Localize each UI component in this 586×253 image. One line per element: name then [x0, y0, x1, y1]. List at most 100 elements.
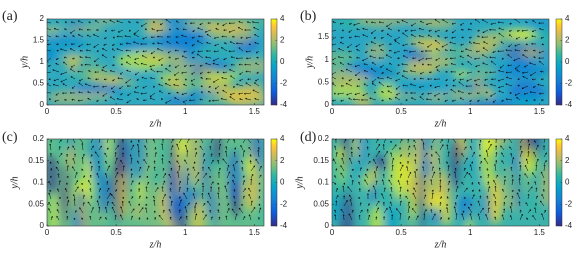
quiver-arrow	[79, 56, 84, 59]
quiver-arrow	[479, 207, 484, 214]
quiver-arrow	[60, 71, 68, 75]
quiver-arrow	[66, 175, 69, 179]
quiver-arrow	[167, 50, 172, 54]
quiver-arrow	[343, 139, 347, 144]
quiver-arrow	[511, 189, 514, 193]
quiver-arrow	[207, 166, 212, 172]
quiver-arrow	[251, 21, 260, 24]
quiver-arrow	[189, 22, 196, 25]
quiver-arrow	[149, 64, 156, 68]
quiver-arrow	[122, 147, 125, 151]
quiver-arrow	[143, 159, 148, 165]
quiver-arrow	[228, 50, 236, 53]
quiver-arrow	[216, 91, 220, 94]
field-patch	[520, 139, 528, 167]
quiver-arrow	[218, 152, 221, 158]
field-patch	[354, 69, 401, 78]
quiver-arrow	[117, 29, 124, 33]
quiver-arrow	[168, 208, 172, 214]
quiver-arrow	[493, 193, 497, 200]
quiver-arrow	[539, 70, 545, 73]
quiver-arrow	[509, 146, 513, 151]
quiver-arrow	[116, 97, 124, 101]
quiver-arrow	[152, 42, 156, 45]
quiver-arrow	[347, 63, 353, 66]
quiver-arrow	[173, 71, 180, 76]
quiver-arrow	[445, 57, 449, 60]
quiver-arrow	[258, 195, 261, 200]
quiver-arrow	[245, 50, 252, 53]
quiver-arrow	[421, 92, 425, 96]
quiver-arrow	[425, 22, 433, 26]
quiver-arrow	[156, 70, 164, 73]
quiver-arrow	[425, 57, 433, 60]
quiver-arrow	[443, 92, 449, 95]
quiver-arrow	[449, 57, 457, 60]
quiver-arrow	[356, 48, 361, 52]
quiver-arrow	[253, 26, 260, 31]
quiver-arrow	[391, 157, 395, 165]
quiver-arrow	[145, 207, 148, 214]
quiver-arrow	[249, 153, 252, 158]
quiver-arrow	[373, 91, 377, 94]
quiver-arrow	[168, 28, 172, 31]
quiver-arrow	[471, 139, 473, 144]
quiver-arrow	[407, 201, 410, 207]
quiver-arrow	[245, 57, 252, 60]
quiver-arrow	[74, 180, 78, 186]
y-tick-label: 0.05	[28, 199, 44, 208]
quiver-arrow	[478, 154, 481, 158]
field-patch	[47, 40, 89, 57]
quiver-arrow	[106, 180, 109, 186]
quiver-arrow	[410, 43, 417, 46]
quiver-arrow	[246, 139, 252, 144]
quiver-arrow	[145, 203, 148, 207]
field-patch	[227, 149, 242, 203]
quiver-arrow	[228, 22, 236, 25]
quiver-arrow	[489, 83, 497, 87]
quiver-arrow	[452, 139, 457, 144]
quiver-arrow	[226, 171, 231, 179]
quiver-arrow	[516, 96, 521, 101]
y-tick-label: 0.15	[313, 156, 329, 165]
y-tick-label: 0.2	[33, 134, 45, 143]
quiver-arrow	[343, 195, 346, 200]
quiver-arrow	[542, 188, 545, 193]
quiver-arrow	[450, 62, 457, 66]
quiver-arrow	[523, 92, 529, 95]
quiver-arrow	[460, 22, 465, 26]
quiver-arrow	[340, 84, 345, 87]
quiver-arrow	[121, 173, 124, 179]
quiver-arrow	[175, 41, 180, 45]
quiver-arrow	[66, 215, 69, 221]
quiver-arrow	[366, 208, 369, 214]
quiver-arrow	[229, 96, 236, 101]
quiver-arrow	[391, 214, 394, 221]
quiver-arrow	[199, 64, 204, 67]
quiver-arrow	[184, 144, 188, 151]
quiver-arrow	[382, 201, 385, 207]
quiver-arrow	[235, 42, 244, 45]
quiver-arrow	[120, 92, 124, 96]
quiver-arrow	[103, 78, 108, 81]
quiver-arrow	[253, 82, 260, 87]
quiver-arrow	[130, 140, 133, 144]
quiver-arrow	[381, 158, 385, 165]
quiver-arrow	[498, 32, 505, 38]
quiver-arrow	[338, 48, 345, 52]
quiver-arrow	[223, 64, 228, 67]
y-tick-label: 0.2	[318, 134, 330, 143]
quiver-arrow	[342, 185, 345, 193]
quiver-arrow	[459, 55, 465, 59]
quiver-arrow	[438, 157, 441, 165]
quiver-arrow	[208, 99, 212, 102]
quiver-arrow	[240, 144, 244, 151]
quiver-arrow	[120, 214, 124, 221]
quiver-arrow	[369, 97, 377, 101]
quiver-arrow	[194, 179, 200, 186]
quiver-arrow	[508, 43, 513, 48]
quiver-arrow	[537, 83, 545, 87]
field-patch	[244, 156, 257, 176]
quiver-arrow	[404, 29, 409, 32]
quiver-arrow	[222, 90, 228, 94]
